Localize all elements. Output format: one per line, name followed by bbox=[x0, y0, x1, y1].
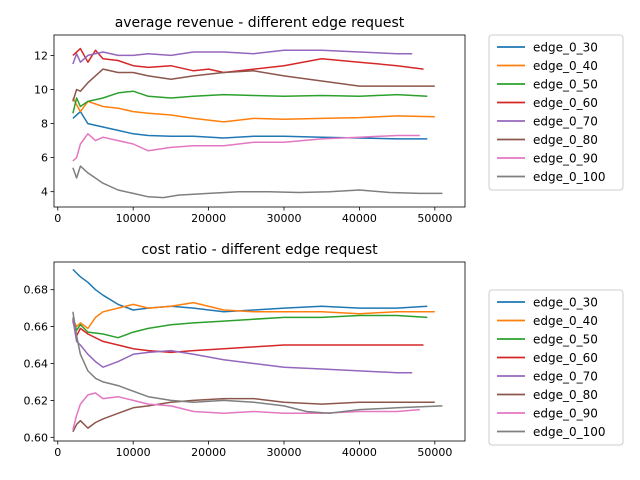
legend-item-edge-0-90: edge_0_90 bbox=[497, 152, 598, 166]
legend-label: edge_0_100 bbox=[533, 425, 606, 439]
legend-item-edge-0-80: edge_0_80 bbox=[497, 133, 598, 147]
x-tick-label: 40000 bbox=[342, 446, 377, 459]
series-line-edge-0-50 bbox=[72, 314, 428, 339]
legend-label: edge_0_50 bbox=[533, 333, 598, 347]
x-tick-label: 50000 bbox=[417, 212, 452, 225]
y-tick-label: 0.64 bbox=[24, 357, 49, 370]
series-line-edge-0-80 bbox=[72, 68, 435, 102]
legend-item-edge-0-50: edge_0_50 bbox=[497, 78, 598, 92]
legend-item-edge-0-100: edge_0_100 bbox=[497, 425, 606, 439]
y-tick-label: 12 bbox=[34, 49, 48, 62]
legend-label: edge_0_40 bbox=[533, 59, 598, 73]
legend-item-edge-0-70: edge_0_70 bbox=[497, 370, 598, 384]
legend-label: edge_0_50 bbox=[533, 78, 598, 92]
x-tick-label: 30000 bbox=[267, 446, 302, 459]
legend: edge_0_30 edge_0_40 edge_0_50 edge_0_60edge… bbox=[488, 34, 624, 191]
x-tick-label: 10000 bbox=[116, 446, 151, 459]
legend: edge_0_30 edge_0_40 edge_0_50 edge_0_60edge… bbox=[488, 289, 624, 446]
legend-box bbox=[488, 289, 624, 446]
chart-average-revenue: average revenue - different edge request… bbox=[34, 15, 624, 225]
legend-item-edge-0-60: edge_0_60 bbox=[497, 96, 598, 110]
legend-label: edge_0_80 bbox=[533, 133, 598, 147]
legend-item-edge-0-40: edge_0_40 bbox=[497, 314, 598, 328]
series-line-edge-0-60 bbox=[72, 320, 424, 354]
legend-label: edge_0_70 bbox=[533, 115, 598, 129]
plot-area bbox=[72, 268, 443, 433]
legend-item-edge-0-40: edge_0_40 bbox=[497, 59, 598, 73]
y-tick-label: 8 bbox=[41, 118, 48, 131]
legend-label: edge_0_60 bbox=[533, 351, 598, 365]
y-tick-label: 0.60 bbox=[24, 431, 49, 444]
x-tick-label: 30000 bbox=[267, 212, 302, 225]
series-line-edge-0-50 bbox=[72, 90, 428, 114]
legend-item-edge-0-80: edge_0_80 bbox=[497, 388, 598, 402]
legend-label: edge_0_90 bbox=[533, 407, 598, 421]
series-line-edge-0-100 bbox=[72, 311, 443, 415]
chart-title: cost ratio - different edge request bbox=[141, 242, 378, 258]
legend-label: edge_0_70 bbox=[533, 370, 598, 384]
legend-label: edge_0_40 bbox=[533, 314, 598, 328]
x-tick-label: 20000 bbox=[191, 446, 226, 459]
series-line-edge-0-70 bbox=[72, 319, 413, 374]
legend-label: edge_0_30 bbox=[533, 41, 598, 55]
axes-frame bbox=[53, 34, 466, 208]
x-tick-label: 40000 bbox=[342, 212, 377, 225]
legend-label: edge_0_100 bbox=[533, 170, 606, 184]
legend-label: edge_0_90 bbox=[533, 152, 598, 166]
series-line-edge-0-100 bbox=[72, 165, 443, 199]
x-tick-label: 20000 bbox=[191, 212, 226, 225]
legend-item-edge-0-90: edge_0_90 bbox=[497, 407, 598, 421]
x-tick-label: 10000 bbox=[116, 212, 151, 225]
y-tick-label: 0.62 bbox=[24, 394, 49, 407]
legend-label: edge_0_30 bbox=[533, 296, 598, 310]
y-tick-label: 6 bbox=[41, 152, 48, 165]
y-tick-label: 0.68 bbox=[24, 284, 49, 297]
legend-item-edge-0-100: edge_0_100 bbox=[497, 170, 606, 184]
legend-label: edge_0_60 bbox=[533, 96, 598, 110]
series-line-edge-0-40 bbox=[72, 301, 435, 330]
legend-item-edge-0-30: edge_0_30 bbox=[497, 41, 598, 55]
legend-item-edge-0-50: edge_0_50 bbox=[497, 333, 598, 347]
series-line-edge-0-40 bbox=[72, 97, 435, 123]
series-line-edge-0-60 bbox=[72, 47, 424, 74]
series-line-edge-0-70 bbox=[72, 49, 413, 65]
x-tick-label: 0 bbox=[54, 446, 61, 459]
legend-item-edge-0-60: edge_0_60 bbox=[497, 351, 598, 365]
legend-box bbox=[488, 34, 624, 191]
y-tick-label: 10 bbox=[34, 83, 48, 96]
series-line-edge-0-80 bbox=[72, 397, 435, 433]
legend-item-edge-0-70: edge_0_70 bbox=[497, 115, 598, 129]
x-tick-label: 0 bbox=[54, 212, 61, 225]
chart-title: average revenue - different edge request bbox=[115, 15, 405, 31]
axes-frame bbox=[53, 261, 466, 442]
y-tick-label: 4 bbox=[41, 186, 48, 199]
series-line-edge-0-90 bbox=[72, 133, 420, 162]
x-tick-label: 50000 bbox=[417, 446, 452, 459]
chart-cost-ratio: cost ratio - different edge request 0 1000… bbox=[24, 242, 624, 459]
y-tick-label: 0.66 bbox=[24, 321, 49, 334]
legend-label: edge_0_80 bbox=[533, 388, 598, 402]
legend-item-edge-0-30: edge_0_30 bbox=[497, 296, 598, 310]
plot-area bbox=[72, 47, 443, 199]
